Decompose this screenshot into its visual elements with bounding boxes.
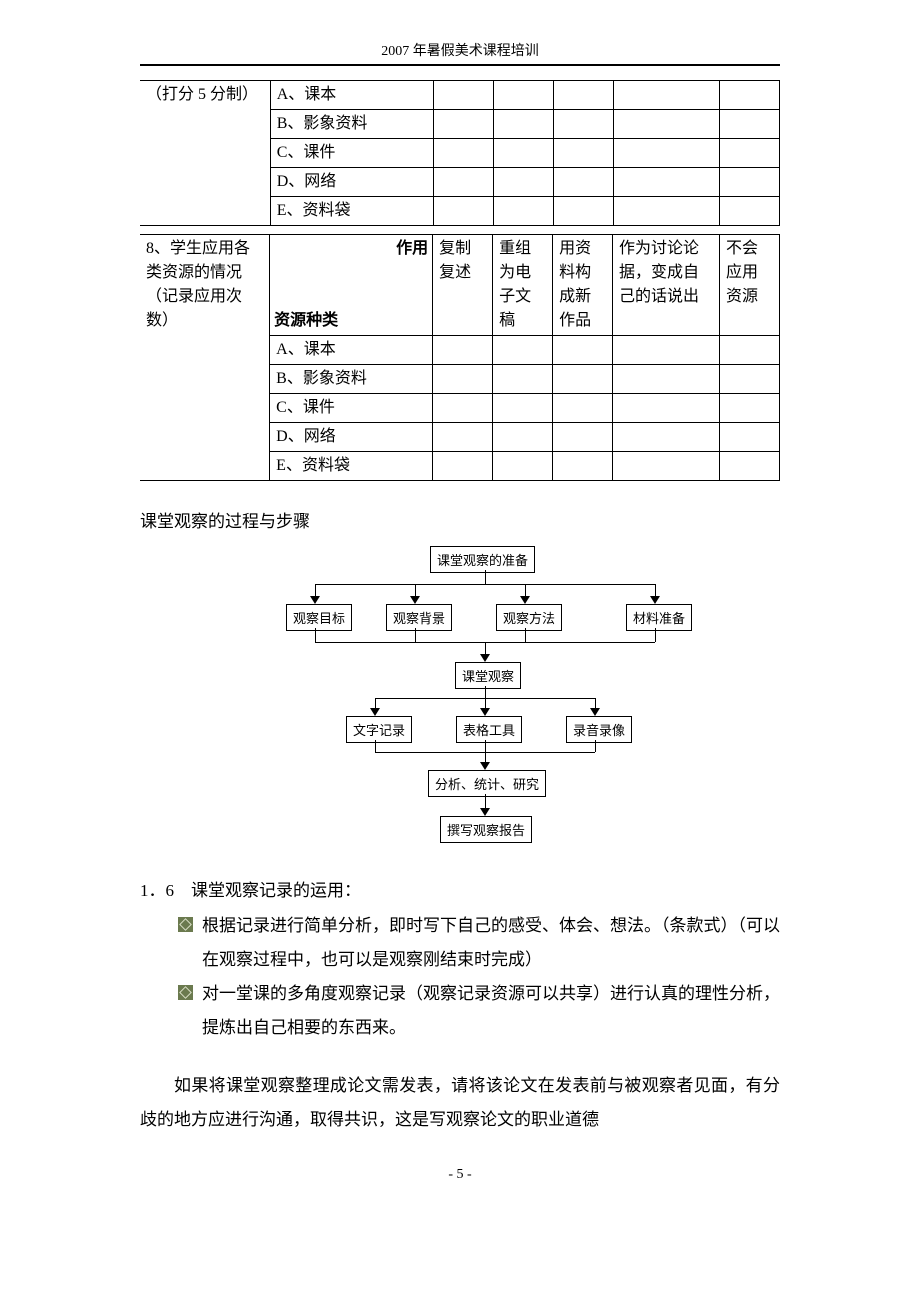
resource-cell: C、课件	[270, 139, 434, 168]
list-item: 对一堂课的多角度观察记录（观察记录资源可以共享）进行认真的理性分析，提炼出自己相…	[140, 977, 780, 1045]
flow-node: 材料准备	[626, 604, 692, 631]
diamond-bullet-icon	[178, 917, 193, 932]
scoring-table: （打分 5 分制） A、课本 B、影象资料 C、课件 D、网络 E、资料袋	[140, 80, 780, 226]
col-header: 复制复述	[433, 235, 493, 336]
arrow-down-icon	[650, 596, 660, 604]
arrow-down-icon	[310, 596, 320, 604]
arrow-down-icon	[370, 708, 380, 716]
col-header: 重组为电子文稿	[493, 235, 553, 336]
col-header: 不会应用资源	[719, 235, 779, 336]
kind-label: 资源种类	[274, 309, 338, 333]
flow-node: 观察方法	[496, 604, 562, 631]
col-header: 作为讨论论据，变成自己的话说出	[613, 235, 720, 336]
flow-node-observe: 课堂观察	[455, 662, 521, 689]
resource-cell: C、课件	[270, 394, 433, 423]
arrow-down-icon	[410, 596, 420, 604]
flow-node: 表格工具	[456, 716, 522, 743]
flow-node: 录音录像	[566, 716, 632, 743]
flow-node: 文字记录	[346, 716, 412, 743]
resource-cell: E、资料袋	[270, 197, 434, 226]
arrow-down-icon	[480, 808, 490, 816]
header-rule	[140, 64, 780, 66]
col-header: 用资料构成新作品	[553, 235, 613, 336]
table-row: （打分 5 分制） A、课本	[140, 81, 780, 110]
resource-header: 作用 资源种类	[270, 235, 433, 336]
flow-node-analyze: 分析、统计、研究	[428, 770, 546, 797]
table-header-row: 8、学生应用各类资源的情况（记录应用次数） 作用 资源种类 复制复述 重组为电子…	[140, 235, 780, 336]
flow-node: 观察目标	[286, 604, 352, 631]
resource-cell: B、影象资料	[270, 365, 433, 394]
row-label: 8、学生应用各类资源的情况（记录应用次数）	[140, 235, 270, 481]
resource-cell: D、网络	[270, 423, 433, 452]
row-label: （打分 5 分制）	[140, 81, 270, 226]
resource-cell: E、资料袋	[270, 452, 433, 481]
document-page: 2007 年暑假美术课程培训 （打分 5 分制） A、课本 B、影象资料 C、课…	[0, 0, 920, 1223]
flowchart: 课堂观察的准备 观察目标 观察背景 观察方法 材料准备 课堂观察 文字记录 表格…	[280, 546, 680, 856]
flow-node: 观察背景	[386, 604, 452, 631]
bullet-text: 根据记录进行简单分析，即时写下自己的感受、体会、想法。（条款式）（可以在观察过程…	[202, 916, 780, 969]
role-label: 作用	[396, 237, 428, 261]
arrow-down-icon	[480, 762, 490, 770]
arrow-down-icon	[480, 654, 490, 662]
usage-table: 8、学生应用各类资源的情况（记录应用次数） 作用 资源种类 复制复述 重组为电子…	[140, 234, 780, 481]
diamond-bullet-icon	[178, 985, 193, 1000]
section-intro: 课堂观察的过程与步骤	[140, 507, 780, 532]
section-heading: 1．6 课堂观察记录的运用：	[140, 876, 780, 901]
arrow-down-icon	[590, 708, 600, 716]
page-header: 2007 年暑假美术课程培训	[140, 40, 780, 60]
closing-paragraph: 如果将课堂观察整理成论文需发表，请将该论文在发表前与被观察者见面，有分歧的地方应…	[140, 1069, 780, 1137]
resource-cell: D、网络	[270, 168, 434, 197]
arrow-down-icon	[480, 708, 490, 716]
resource-cell: A、课本	[270, 336, 433, 365]
bullet-list: 根据记录进行简单分析，即时写下自己的感受、体会、想法。（条款式）（可以在观察过程…	[140, 909, 780, 1045]
flow-node-prepare: 课堂观察的准备	[430, 546, 535, 573]
arrow-down-icon	[520, 596, 530, 604]
bullet-text: 对一堂课的多角度观察记录（观察记录资源可以共享）进行认真的理性分析，提炼出自己相…	[202, 984, 780, 1037]
flow-node-report: 撰写观察报告	[440, 816, 532, 843]
resource-cell: B、影象资料	[270, 110, 434, 139]
page-number: - 5 -	[140, 1167, 780, 1183]
list-item: 根据记录进行简单分析，即时写下自己的感受、体会、想法。（条款式）（可以在观察过程…	[140, 909, 780, 977]
resource-cell: A、课本	[270, 81, 434, 110]
